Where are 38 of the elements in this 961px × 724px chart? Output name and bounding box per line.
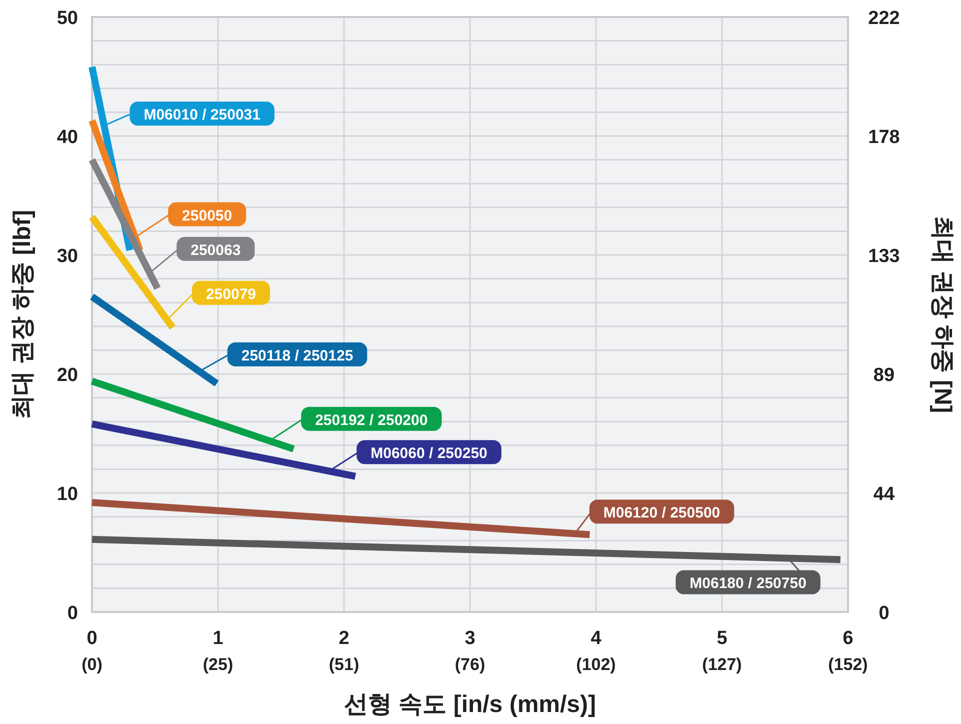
y2-tick-label: 0 [878,603,890,624]
legend-label: 250192 / 250200 [315,412,428,429]
y-tick-label: 40 [56,127,78,148]
x-tick-label: 1 [212,628,224,649]
x-tick-label: 0 [86,628,98,649]
y2-tick-label: 222 [868,8,900,29]
x-tick-label: 4 [590,628,602,649]
y-tick-label: 20 [56,365,78,386]
y-tick-label: 50 [56,8,78,29]
x2-tick-label: (76) [454,655,486,674]
x-tick-label: 6 [842,628,854,649]
legend-label: M06060 / 250250 [370,445,488,462]
x-axis-title: 선형 속도 [in/s (mm/s)] [344,691,596,718]
x2-tick-label: (51) [328,655,360,674]
x2-tick-label: (127) [702,655,742,674]
y2-tick-label: 178 [868,127,900,148]
x-tick-label: 2 [338,628,350,649]
series-label: M06180 / 250750 [690,575,806,592]
y-tick-label: 0 [67,603,78,624]
y-tick-label: 30 [56,246,78,267]
x2-tick-label: (25) [202,655,234,674]
y2-tick-label: 89 [873,365,895,386]
y-tick-label: 10 [56,484,78,505]
legend-label: M06010 / 250031 [144,106,260,124]
y-axis-title: 최대 권장 하중 [lbf] [9,210,36,420]
x-tick-label: 3 [464,628,476,649]
text: 250079 [206,286,256,303]
y2-tick-label: 44 [873,484,895,505]
x2-tick-label: (102) [576,655,616,674]
x2-tick-label: (152) [828,655,868,674]
x2-tick-label: (0) [82,655,102,674]
legend-label: 250050 [182,207,232,224]
legend-label: 250063 [190,242,241,259]
y2-axis-title: 최대 권장 하중 [N] [929,216,956,414]
legend-label: M06120 / 250500 [603,504,720,522]
x-tick-label: 5 [716,628,728,649]
legend-label: 250118 / 250125 [241,347,354,364]
y2-tick-label: 133 [868,246,900,267]
